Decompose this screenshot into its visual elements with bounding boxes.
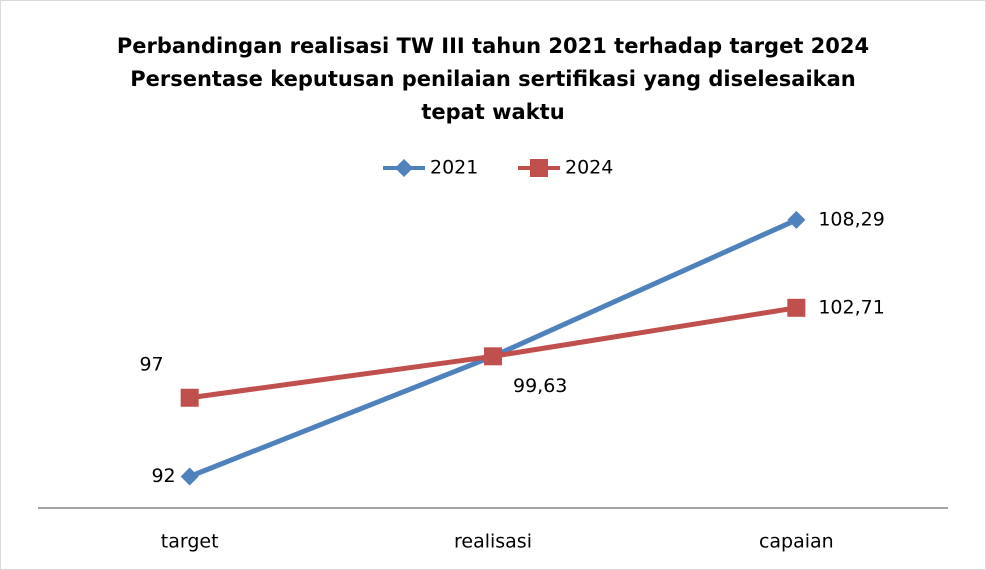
- chart-title: tepat waktu: [421, 100, 564, 124]
- data-label: 97: [139, 353, 163, 375]
- chart-title: Persentase keputusan penilaian sertifika…: [130, 67, 855, 91]
- data-label: 102,71: [818, 296, 884, 318]
- legend-marker: [530, 159, 548, 177]
- data-point: [180, 388, 199, 407]
- x-tick-label: realisasi: [454, 531, 532, 553]
- legend-label: 2024: [565, 157, 613, 179]
- data-label: 92: [151, 465, 175, 487]
- legend-label: 2021: [430, 157, 478, 179]
- data-label: 99,63: [513, 375, 567, 397]
- chart-title: Perbandingan realisasi TW III tahun 2021…: [117, 34, 869, 58]
- legend-marker: [395, 159, 413, 177]
- data-point: [484, 347, 502, 366]
- data-point: [787, 210, 806, 229]
- x-tick-label: target: [161, 531, 219, 553]
- data-label: 108,29: [818, 208, 884, 230]
- x-tick-label: capaian: [759, 531, 834, 553]
- data-point: [180, 467, 199, 486]
- data-point: [787, 298, 806, 317]
